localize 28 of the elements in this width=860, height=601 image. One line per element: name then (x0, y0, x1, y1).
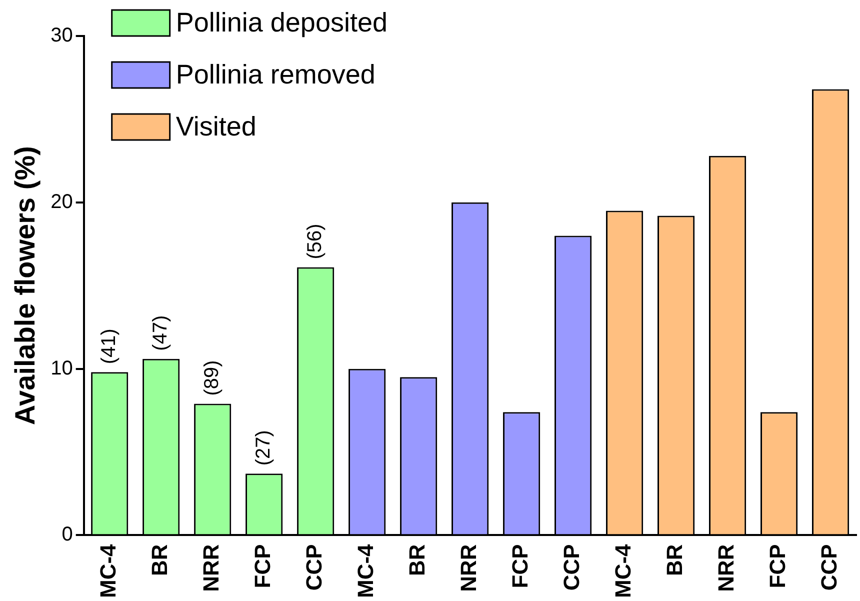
x-tick-label: NRR (198, 544, 224, 592)
x-tick-label: MC-4 (96, 543, 121, 598)
x-tick-label: MC-4 (353, 543, 378, 598)
annotation: (27) (252, 430, 275, 466)
legend-label: Visited (176, 111, 256, 142)
x-tick-label: CCP (559, 544, 584, 591)
x-tick-label: BR (147, 544, 172, 576)
x-tick-label: CCP (816, 544, 842, 591)
y-axis-title: Available flowers (%) (10, 146, 41, 426)
annotation: (47) (150, 315, 172, 351)
y-tick-label: 20 (50, 190, 73, 213)
annotation: (89) (201, 360, 224, 396)
legend-label: Pollinia removed (176, 59, 376, 90)
x-tick-label: CCP (302, 544, 327, 591)
x-tick-label: MC-4 (610, 543, 636, 598)
x-tick-label: BR (404, 544, 430, 576)
annotation: (41) (98, 328, 120, 364)
x-tick-label: NRR (456, 544, 482, 592)
x-tick-label: FCP (250, 544, 276, 588)
annotation: (56) (304, 224, 326, 260)
y-tick-label: 10 (50, 357, 73, 380)
x-tick-label: NRR (714, 544, 739, 592)
legend-label: Pollinia deposited (176, 7, 388, 38)
x-tick-label: FCP (508, 544, 533, 588)
y-tick-label: 0 (62, 524, 73, 546)
x-tick-label: FCP (765, 544, 790, 588)
x-tick-label: BR (662, 544, 688, 576)
y-tick-label: 30 (50, 24, 73, 47)
